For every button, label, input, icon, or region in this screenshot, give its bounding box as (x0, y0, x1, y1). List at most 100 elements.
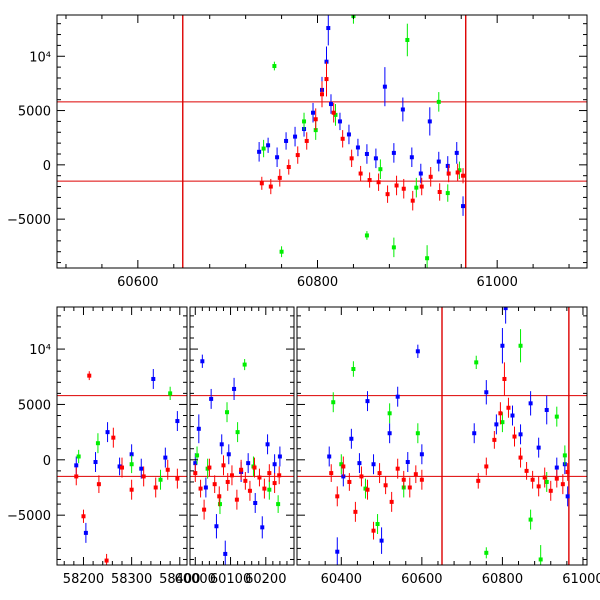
data-point (376, 180, 381, 185)
data-point (484, 390, 489, 395)
data-point (226, 452, 231, 457)
plot-area (57, 15, 587, 268)
data-point (419, 452, 424, 457)
data-point (391, 150, 396, 155)
bottom-segment-1: 58200 58300 58400 10⁴ 5000 0 −5000 (7, 306, 200, 587)
data-point (105, 430, 110, 435)
data-point (175, 476, 180, 481)
data-point (506, 405, 511, 410)
axes-frame (56, 306, 188, 566)
data-point (203, 485, 208, 490)
data-point (395, 394, 400, 399)
top-panel: 60600 60800 61000 10⁴ 5000 0 −5000 (7, 14, 588, 290)
data-point (272, 462, 277, 467)
data-point (427, 119, 432, 124)
data-point (232, 386, 237, 391)
data-point (83, 530, 88, 535)
data-point (395, 466, 400, 471)
data-point (377, 471, 382, 476)
data-point (272, 64, 277, 69)
plot-area (297, 307, 587, 565)
data-point (96, 482, 101, 487)
data-point (454, 150, 459, 155)
data-point (565, 469, 570, 474)
data-point (141, 474, 146, 479)
data-point (175, 419, 180, 424)
x-tick-label: 60800 (297, 275, 338, 290)
data-point (200, 359, 205, 364)
data-point (536, 484, 541, 489)
data-point (418, 171, 423, 176)
data-point (324, 77, 329, 82)
data-point (335, 549, 340, 554)
data-point (365, 487, 370, 492)
data-point (385, 192, 390, 197)
data-point (351, 367, 356, 372)
data-point (139, 466, 144, 471)
data-point (196, 426, 201, 431)
y-tick-label: 0 (43, 454, 51, 469)
data-point (446, 171, 451, 176)
data-point (436, 99, 441, 104)
data-point (117, 464, 122, 469)
data-point (530, 477, 535, 482)
data-point (364, 233, 369, 238)
data-point (129, 452, 134, 457)
data-point (193, 461, 198, 466)
data-point (74, 463, 79, 468)
plot-area (57, 369, 187, 565)
data-point (212, 482, 217, 487)
axes-frame (189, 306, 295, 566)
data-point (401, 477, 406, 482)
data-point (548, 488, 553, 493)
y-tick-label: 10⁴ (29, 343, 51, 358)
data-point (151, 376, 156, 381)
data-point (518, 455, 523, 460)
bottom-segment-3: 60400 60600 60800 61000 (296, 306, 600, 587)
data-point (214, 524, 219, 529)
data-point (367, 178, 372, 183)
data-point (500, 420, 505, 425)
data-point (277, 473, 282, 478)
data-point (401, 186, 406, 191)
data-point (538, 557, 543, 562)
x-tick-label: 58400 (159, 572, 200, 587)
data-point (436, 159, 441, 164)
data-point (405, 460, 410, 465)
data-point (524, 468, 529, 473)
data-point (276, 502, 281, 507)
data-point (331, 110, 336, 115)
data-point (320, 92, 324, 97)
data-point (419, 184, 424, 189)
data-point (195, 453, 200, 458)
data-point (129, 487, 134, 492)
data-point (445, 191, 450, 196)
data-point (428, 174, 433, 179)
data-point (387, 411, 392, 416)
data-point (387, 431, 392, 436)
data-point (286, 165, 291, 170)
data-point (242, 362, 247, 367)
data-point (353, 509, 358, 514)
data-point (400, 107, 405, 112)
data-point (158, 477, 163, 482)
data-point (327, 454, 332, 459)
data-point (379, 538, 384, 543)
data-point (111, 435, 116, 440)
data-point (518, 343, 523, 348)
data-point (445, 163, 450, 168)
data-point (217, 502, 222, 507)
data-point (409, 155, 414, 160)
data-point (235, 430, 240, 435)
data-point (349, 156, 354, 161)
x-tick-label: 60100 (210, 572, 251, 587)
data-point (275, 155, 280, 160)
data-point (394, 183, 399, 188)
data-point (257, 475, 262, 480)
data-point (425, 256, 430, 261)
data-point (382, 84, 387, 89)
data-point (359, 474, 364, 479)
data-point (500, 343, 505, 348)
data-point (247, 488, 252, 493)
